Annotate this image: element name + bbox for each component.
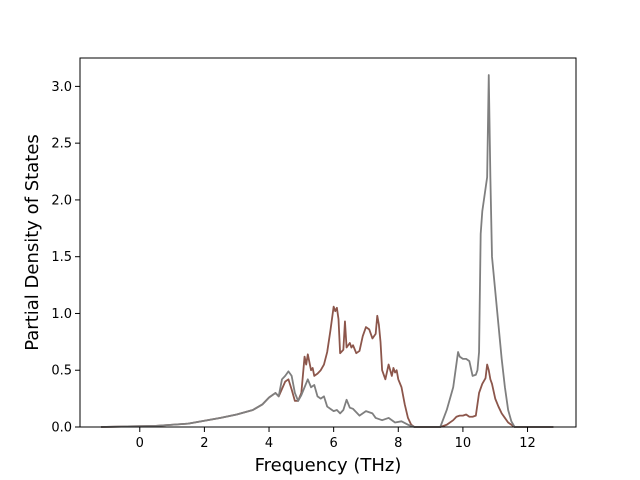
x-tick-label: 2 xyxy=(200,436,208,451)
series-line-2 xyxy=(100,74,554,428)
y-axis-label: Partial Density of States xyxy=(22,134,43,351)
x-tick-label: 0 xyxy=(136,436,144,451)
x-axis-label: Frequency (THz) xyxy=(255,455,402,476)
y-tick-label: 2.5 xyxy=(51,137,72,152)
plot-frame xyxy=(79,57,577,428)
x-tick-label: 8 xyxy=(394,436,402,451)
y-tick-label: 0.0 xyxy=(51,421,72,436)
x-tick-label: 6 xyxy=(330,436,338,451)
ticks-layer: 0 2 4 6 8 10 12 0.0 0.5 1.0 1.5 2.0 2.5 3.0 xyxy=(51,80,535,451)
x-tick-label: 12 xyxy=(519,436,536,451)
y-tick-label: 3.0 xyxy=(51,80,72,95)
series-layer xyxy=(100,74,554,428)
x-tick-label: 10 xyxy=(455,436,472,451)
y-tick-label: 1.0 xyxy=(51,307,72,322)
y-tick-label: 2.0 xyxy=(51,193,72,208)
x-tick-label: 4 xyxy=(265,436,273,451)
y-tick-label: 0.5 xyxy=(51,364,72,379)
y-tick-label: 1.5 xyxy=(51,250,72,265)
